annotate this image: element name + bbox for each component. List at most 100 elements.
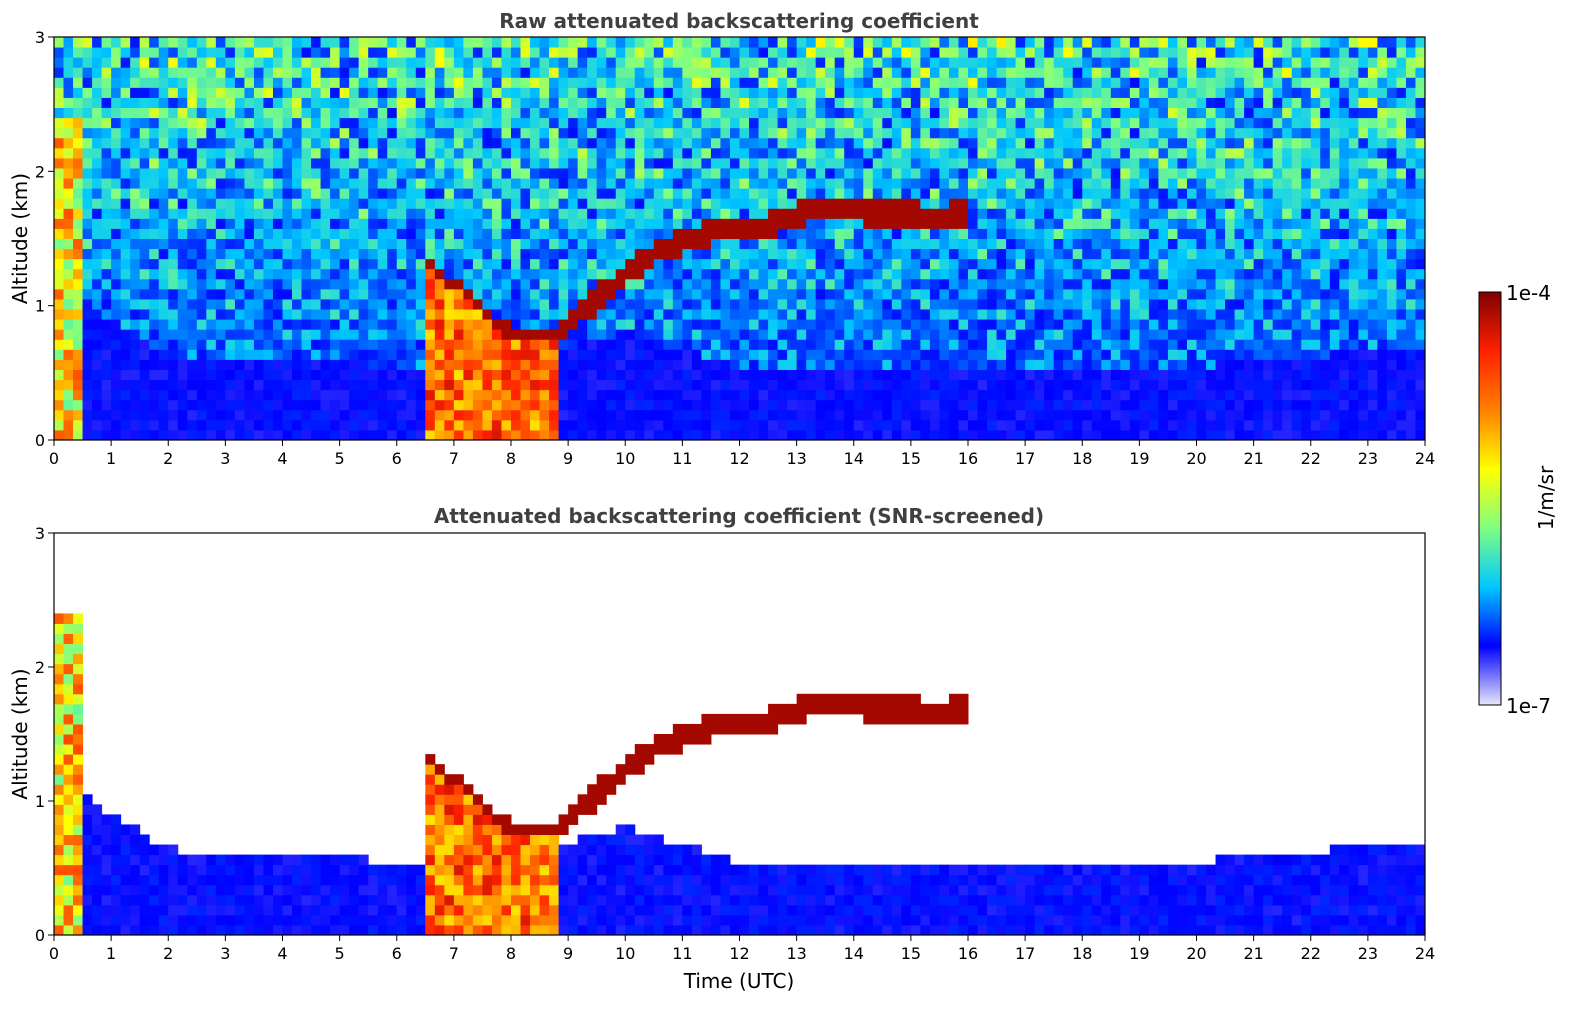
heatmap-cell [82, 329, 93, 340]
heatmap-cell [644, 77, 655, 88]
heatmap-cell [929, 309, 940, 320]
heatmap-cell [1129, 309, 1140, 320]
heatmap-cell [330, 127, 341, 139]
heatmap-cell [301, 389, 312, 401]
heatmap-cell [282, 268, 293, 280]
heatmap-cell [377, 37, 388, 48]
heatmap-cell [292, 369, 303, 381]
heatmap-cell [1072, 47, 1083, 58]
heatmap-cell [396, 298, 407, 310]
heatmap-cell [739, 409, 750, 421]
heatmap-cell [215, 298, 226, 310]
heatmap-cell [815, 258, 826, 270]
heatmap-cell [149, 208, 160, 219]
heatmap-cell [1053, 339, 1064, 350]
heatmap-cell [1139, 248, 1150, 260]
heatmap-cell [710, 389, 721, 401]
heatmap-cell [720, 57, 731, 68]
heatmap-cell [320, 188, 331, 199]
heatmap-cell [511, 248, 522, 260]
heatmap-cell [1063, 278, 1074, 290]
heatmap-cell [453, 349, 464, 360]
heatmap-cell [387, 97, 398, 109]
heatmap-cell [206, 37, 217, 48]
heatmap-cell [1167, 107, 1178, 119]
heatmap-cell [491, 107, 502, 119]
heatmap-cell [596, 137, 607, 149]
heatmap-cell [1072, 167, 1083, 179]
heatmap-cell [1148, 248, 1159, 260]
heatmap-cell [1034, 319, 1045, 330]
heatmap-cell [92, 248, 103, 260]
heatmap-cell [339, 147, 350, 159]
heatmap-cell [63, 37, 74, 48]
heatmap-cell [491, 47, 502, 58]
heatmap-cell [1215, 248, 1226, 260]
heatmap-cell [606, 288, 617, 300]
heatmap-cell [1129, 67, 1140, 78]
heatmap-cell [910, 137, 921, 149]
heatmap-cell [758, 67, 769, 78]
heatmap-cell [1025, 107, 1036, 119]
heatmap-cell [434, 228, 445, 239]
heatmap-cell [1015, 298, 1026, 310]
heatmap-cell [263, 127, 274, 139]
heatmap-cell [387, 178, 398, 189]
heatmap-cell [482, 419, 493, 431]
heatmap-cell [330, 67, 341, 78]
heatmap-cell [1044, 409, 1055, 421]
heatmap-cell [1082, 248, 1093, 260]
heatmap-cell [758, 127, 769, 139]
heatmap-cell [472, 288, 483, 300]
heatmap-cell [787, 137, 798, 149]
heatmap-cell [406, 389, 417, 401]
heatmap-cell [1120, 369, 1131, 381]
heatmap-cell [196, 137, 207, 149]
heatmap-cell [54, 167, 65, 179]
heatmap-cell [263, 288, 274, 300]
heatmap-cell [311, 359, 322, 370]
heatmap-cell [606, 67, 617, 78]
heatmap-cell [501, 57, 512, 68]
heatmap-cell [1129, 77, 1140, 88]
heatmap-cell [720, 359, 731, 370]
heatmap-cell [558, 369, 569, 381]
heatmap-cell [168, 47, 179, 58]
heatmap-cell [168, 409, 179, 421]
heatmap-cell [844, 228, 855, 239]
heatmap-cell [406, 379, 417, 391]
heatmap-cell [130, 409, 141, 421]
heatmap-cell [82, 389, 93, 401]
heatmap-cell [253, 369, 264, 381]
heatmap-cell [425, 369, 436, 381]
heatmap-cell [1148, 37, 1159, 48]
heatmap-cell [958, 117, 969, 129]
heatmap-cell [149, 238, 160, 250]
heatmap-cell [720, 188, 731, 199]
heatmap-cell [1215, 107, 1226, 119]
heatmap-cell [1158, 369, 1169, 381]
heatmap-cell [1044, 157, 1055, 169]
heatmap-cell [891, 198, 902, 209]
heatmap-cell [377, 198, 388, 209]
heatmap-cell [196, 319, 207, 330]
heatmap-cell [472, 57, 483, 68]
heatmap-cell [625, 87, 636, 98]
heatmap-cell [92, 47, 103, 58]
heatmap-cell [977, 107, 988, 119]
heatmap-cell [920, 147, 931, 159]
heatmap-cell [292, 329, 303, 340]
heatmap-cell [577, 429, 588, 441]
heatmap-cell [749, 409, 760, 421]
heatmap-cell [54, 369, 65, 381]
heatmap-cell [558, 419, 569, 431]
heatmap-cell [530, 208, 541, 219]
heatmap-cell [282, 278, 293, 290]
heatmap-cell [768, 157, 779, 169]
heatmap-cell [1091, 208, 1102, 219]
heatmap-cell [187, 339, 198, 350]
heatmap-cell [806, 248, 817, 260]
heatmap-cell [377, 137, 388, 149]
heatmap-cell [206, 127, 217, 139]
heatmap-cell [1101, 389, 1112, 401]
